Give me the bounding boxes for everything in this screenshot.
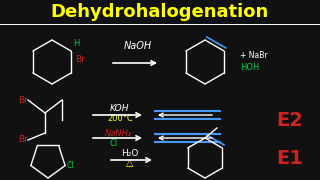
Text: Dehydrohalogenation: Dehydrohalogenation	[51, 3, 269, 21]
Text: NaNH₂: NaNH₂	[104, 129, 132, 138]
Text: △: △	[126, 158, 134, 168]
Text: Br: Br	[18, 96, 28, 105]
Text: E1: E1	[276, 148, 303, 168]
Text: + NaBr: + NaBr	[240, 51, 268, 60]
Text: Br: Br	[75, 55, 85, 64]
Text: H: H	[73, 39, 79, 48]
Text: Cl: Cl	[67, 161, 75, 170]
Text: Cl: Cl	[110, 138, 118, 147]
Text: Br: Br	[18, 136, 28, 145]
Text: H₂O: H₂O	[121, 148, 139, 158]
Text: KOH: KOH	[110, 103, 130, 112]
Text: 200°C: 200°C	[107, 114, 133, 123]
Text: NaOH: NaOH	[124, 41, 152, 51]
Text: HOH: HOH	[240, 62, 260, 71]
Text: E2: E2	[276, 111, 303, 129]
